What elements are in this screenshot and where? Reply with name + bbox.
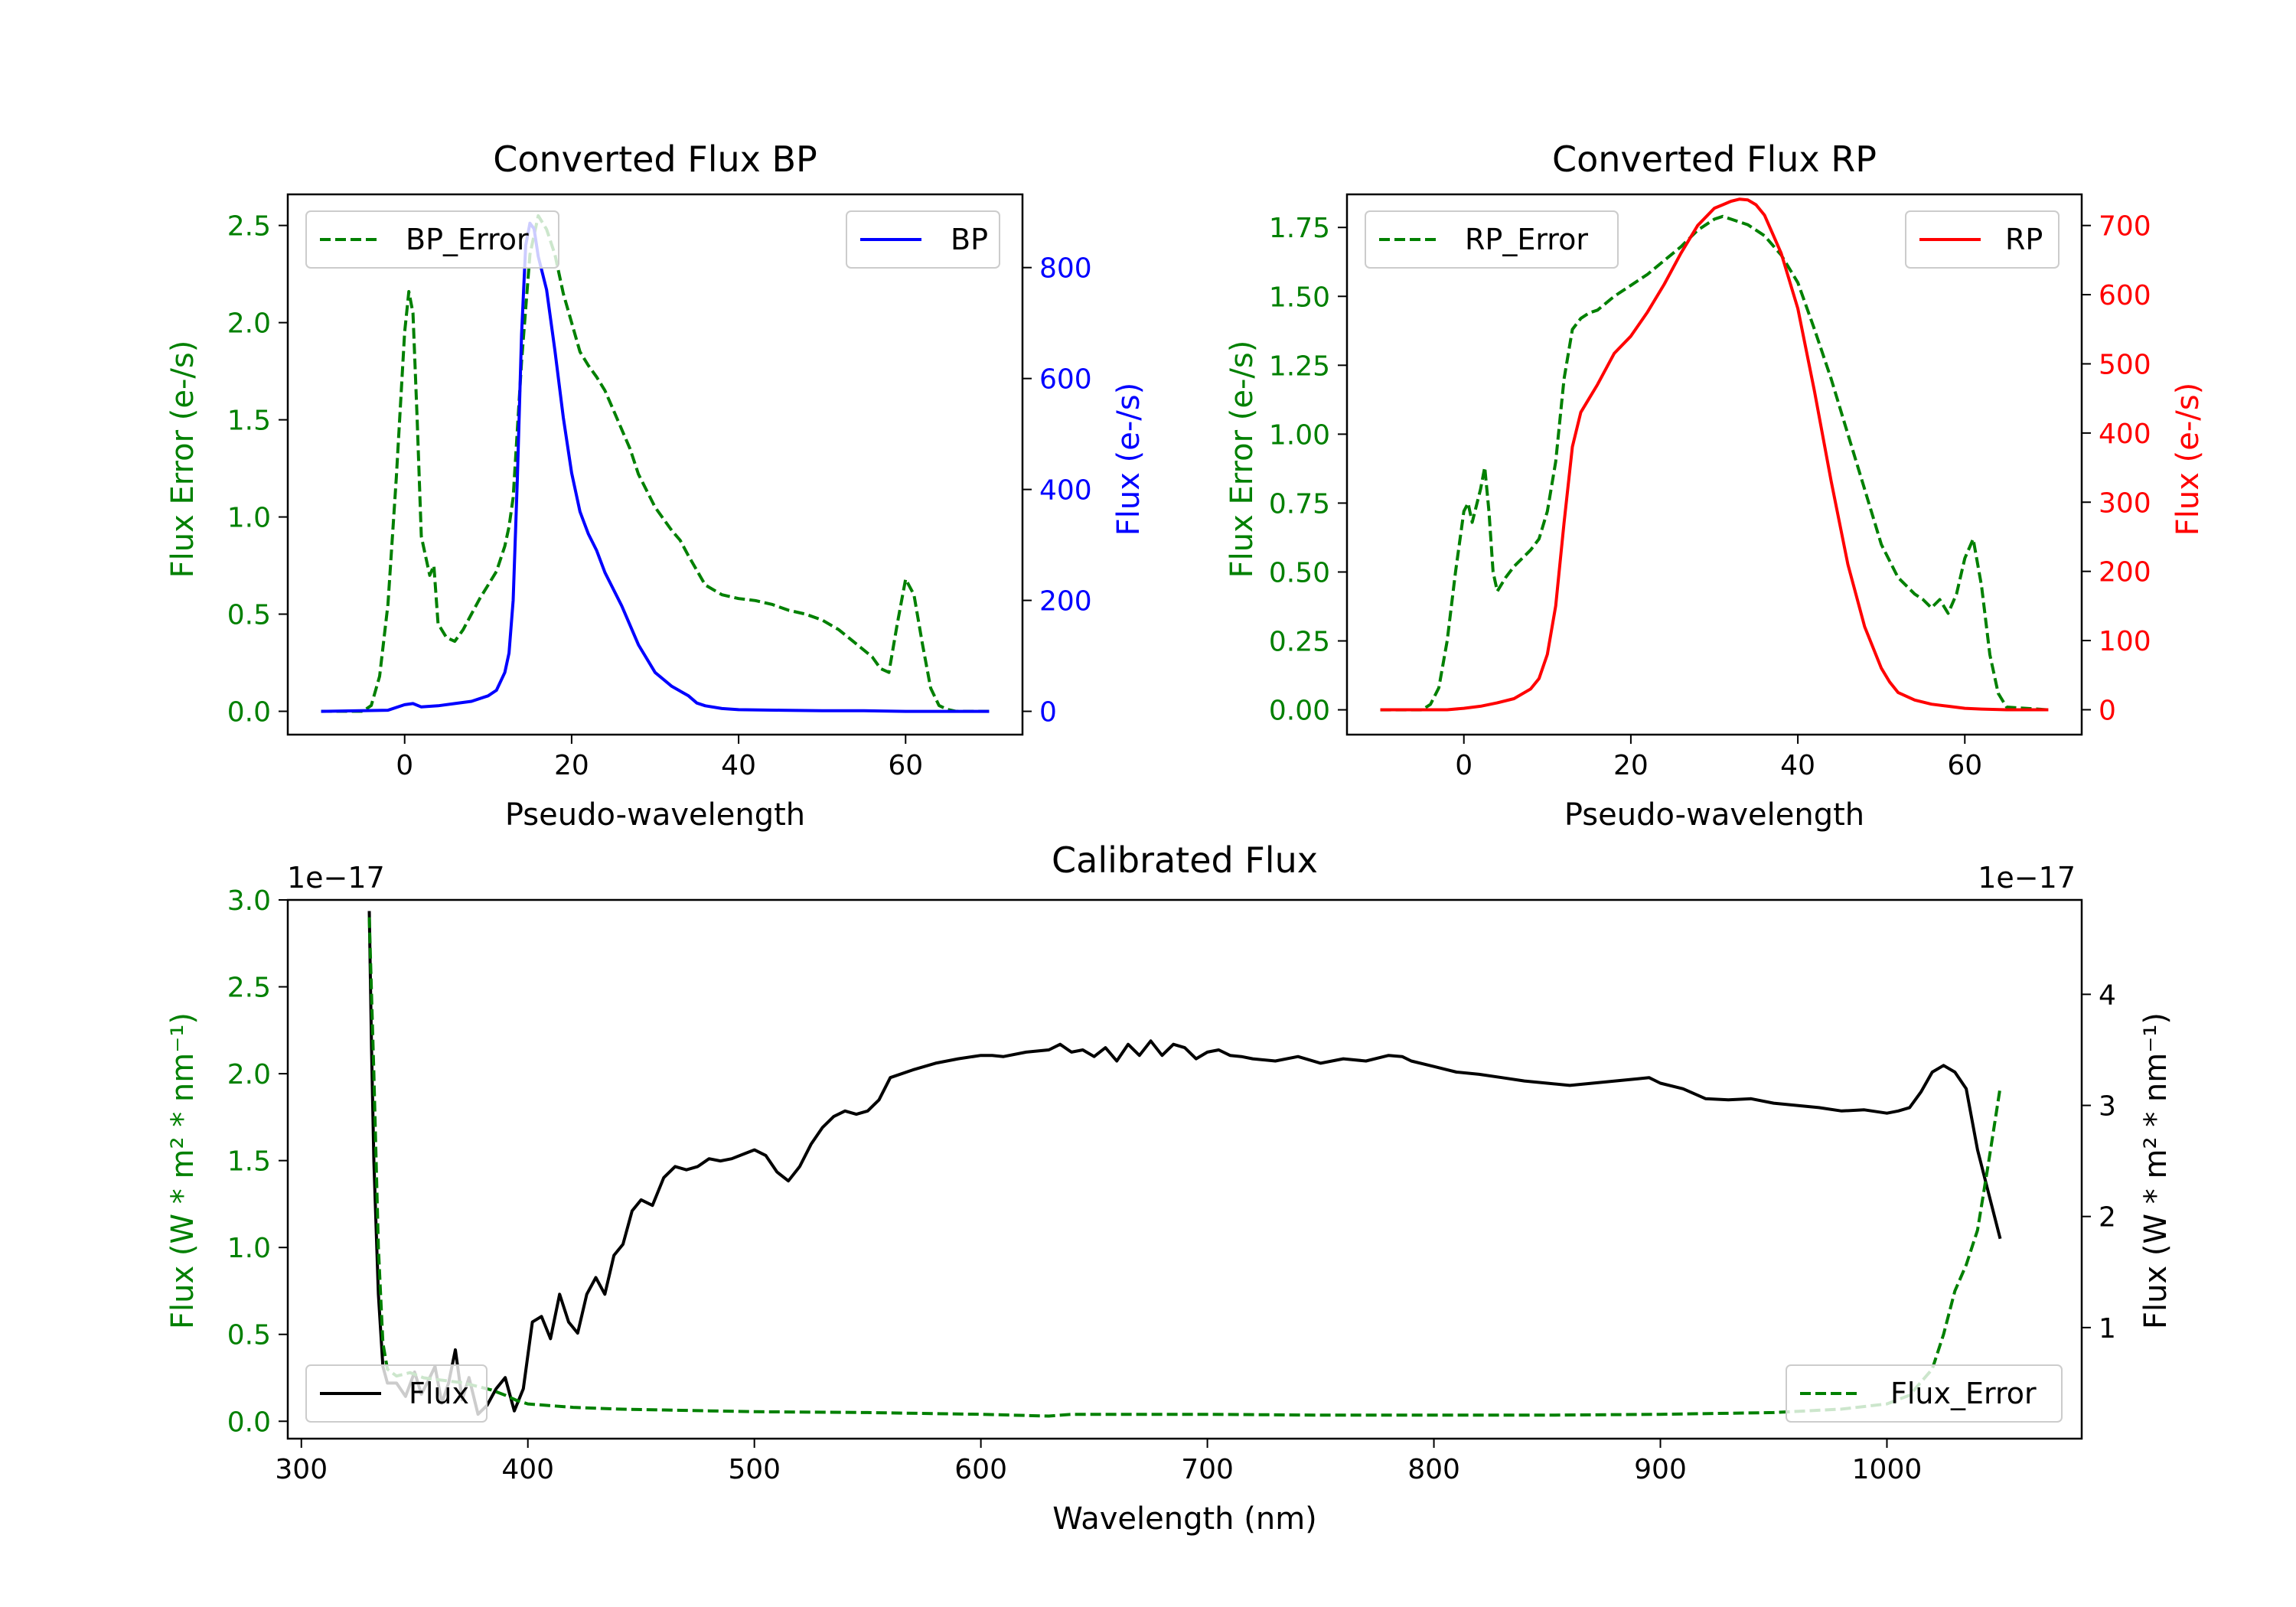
cal-right-y-tick-label: 3 <box>2099 1091 2116 1123</box>
calibrated-x-label: Wavelength (nm) <box>1052 1501 1317 1537</box>
cal-left-y-tick-label: 0.0 <box>227 1407 271 1438</box>
bp-legend-error-label: BP_Error <box>406 223 529 256</box>
rp-right-y-tick-label: 500 <box>2099 349 2151 380</box>
rp-x-label: Pseudo-wavelength <box>1564 797 1864 833</box>
cal-right-y-tick-label: 1 <box>2099 1313 2116 1345</box>
rp-legend-error: RP_Error <box>1365 210 1619 269</box>
rp-left-y-tick-label: 0.50 <box>1269 557 1330 588</box>
rp-left-y-tick-label: 1.50 <box>1269 282 1330 313</box>
rp-left-y-label: Flux Error (e-/s) <box>1225 341 1260 579</box>
rp-left-y-tick-label: 0.00 <box>1269 696 1330 727</box>
bp-x-tick-label: 20 <box>554 750 589 781</box>
bp-left-y-label: Flux Error (e-/s) <box>165 341 201 579</box>
cal-left-y-tick-label: 2.5 <box>227 973 271 1004</box>
bp-left-y-tick-label: 0.5 <box>227 600 271 631</box>
cal-x-tick-label: 600 <box>954 1454 1007 1485</box>
rp-right-y-tick-label: 300 <box>2099 487 2151 519</box>
rp-plot-area: 0 20 40 60 0.00 0.25 0.50 0.75 1.00 1.25 1.50 1.75 0… <box>1269 193 2151 781</box>
cal-x-tick-label: 1000 <box>1852 1454 1923 1485</box>
bp-right-y-tick-label: 0 <box>1039 697 1057 729</box>
rp-x-tick-label: 20 <box>1613 750 1649 781</box>
bp-legend-flux-label: BP <box>951 223 988 256</box>
bp-right-y-tick-label: 600 <box>1039 364 1092 396</box>
bp-panel: Converted Flux BP 0 20 40 60 0.0 0.5 1.0 1.5 2.0… <box>165 139 1146 833</box>
cal-x-tick-label: 900 <box>1634 1454 1687 1485</box>
bp-series-bp <box>321 221 990 713</box>
cal-left-y-tick-label: 0.5 <box>227 1320 271 1351</box>
calibrated-left-y-label: Flux (W * m² * nm⁻¹) <box>165 1012 201 1329</box>
rp-axes-frame <box>1345 193 2083 736</box>
cal-x-tick-label: 300 <box>275 1454 328 1485</box>
bp-legend-error: BP_Error <box>305 210 559 269</box>
bp-x-tick-label: 40 <box>721 750 756 781</box>
rp-x-tick-label: 60 <box>1947 750 1982 781</box>
rp-series-rp <box>1380 197 2049 712</box>
cal-right-y-tick-label: 4 <box>2099 980 2116 1011</box>
rp-right-y-tick-label: 100 <box>2099 626 2151 657</box>
bp-left-y-tick-label: 2.0 <box>227 308 271 340</box>
calibrated-right-offset: 1e−17 <box>1978 861 2076 895</box>
rp-series-rp-error <box>1380 214 2049 712</box>
rp-right-y-tick-label: 400 <box>2099 419 2151 450</box>
bp-axes-frame <box>286 193 1024 736</box>
bp-x-tick-label: 0 <box>396 750 413 781</box>
rp-title: Converted Flux RP <box>1552 139 1877 180</box>
rp-left-y-tick-label: 1.75 <box>1269 213 1330 244</box>
rp-left-y-tick-label: 1.25 <box>1269 350 1330 382</box>
cal-x-tick-label: 400 <box>501 1454 554 1485</box>
bp-series-bp-error <box>321 214 990 713</box>
calibrated-panel: Calibrated Flux 1e−17 1e−17 300 400 500 600… <box>165 839 2174 1537</box>
bp-x-label: Pseudo-wavelength <box>505 797 805 833</box>
rp-left-y-tick-label: 1.00 <box>1269 419 1330 451</box>
rp-left-y-tick-label: 0.75 <box>1269 488 1330 520</box>
rp-right-y-tick-label: 200 <box>2099 557 2151 588</box>
bp-left-y-tick-label: 1.5 <box>227 406 271 437</box>
cal-left-y-tick-label: 2.0 <box>227 1059 271 1090</box>
bp-right-y-tick-label: 200 <box>1039 586 1092 618</box>
rp-x-tick-label: 40 <box>1780 750 1815 781</box>
cal-series-flux <box>367 911 2002 1416</box>
bp-plot-area: 0 20 40 60 0.0 0.5 1.0 1.5 2.0 2.5 0 200 400 600 800 <box>227 193 1092 781</box>
cal-x-tick-label: 700 <box>1181 1454 1234 1485</box>
rp-x-tick-label: 0 <box>1455 750 1473 781</box>
rp-left-y-tick-label: 0.25 <box>1269 627 1330 658</box>
cal-axes-frame <box>286 898 2083 1440</box>
cal-x-tick-label: 500 <box>728 1454 781 1485</box>
cal-right-y-tick-label: 2 <box>2099 1202 2116 1234</box>
rp-legend-flux-label: RP <box>2005 223 2043 256</box>
rp-right-y-label: Flux (e-/s) <box>2170 383 2206 536</box>
bp-title: Converted Flux BP <box>493 139 817 180</box>
calibrated-legend-flux: Flux <box>305 1364 488 1423</box>
bp-x-tick-label: 60 <box>888 750 923 781</box>
rp-panel: Converted Flux RP 0 20 40 60 0.00 0.25 0.50 0.7… <box>1225 139 2206 833</box>
rp-right-y-tick-label: 700 <box>2099 211 2151 243</box>
cal-left-y-tick-label: 1.0 <box>227 1233 271 1264</box>
calibrated-right-y-label: Flux (W * m² * nm⁻¹) <box>2138 1012 2174 1329</box>
bp-right-y-tick-label: 400 <box>1039 475 1092 507</box>
bp-right-y-label: Flux (e-/s) <box>1111 383 1146 536</box>
bp-right-y-tick-label: 800 <box>1039 253 1092 285</box>
cal-left-y-tick-label: 1.5 <box>227 1146 271 1178</box>
bp-legend-flux: BP <box>846 210 1000 269</box>
rp-legend-flux: RP <box>1905 210 2060 269</box>
bp-left-y-tick-label: 2.5 <box>227 211 271 243</box>
bp-left-y-tick-label: 0.0 <box>227 697 271 729</box>
calibrated-legend-error-label: Flux_Error <box>1890 1377 2037 1410</box>
rp-right-y-tick-label: 0 <box>2099 695 2116 726</box>
bp-left-y-tick-label: 1.0 <box>227 503 271 534</box>
calibrated-legend-flux-label: Flux <box>409 1377 469 1410</box>
calibrated-left-offset: 1e−17 <box>287 861 385 895</box>
cal-x-tick-label: 800 <box>1407 1454 1460 1485</box>
calibrated-legend-error: Flux_Error <box>1786 1364 2063 1423</box>
calibrated-title: Calibrated Flux <box>1052 839 1318 881</box>
cal-left-y-tick-label: 3.0 <box>227 885 271 917</box>
rp-right-y-tick-label: 600 <box>2099 280 2151 311</box>
rp-legend-error-label: RP_Error <box>1465 223 1588 256</box>
